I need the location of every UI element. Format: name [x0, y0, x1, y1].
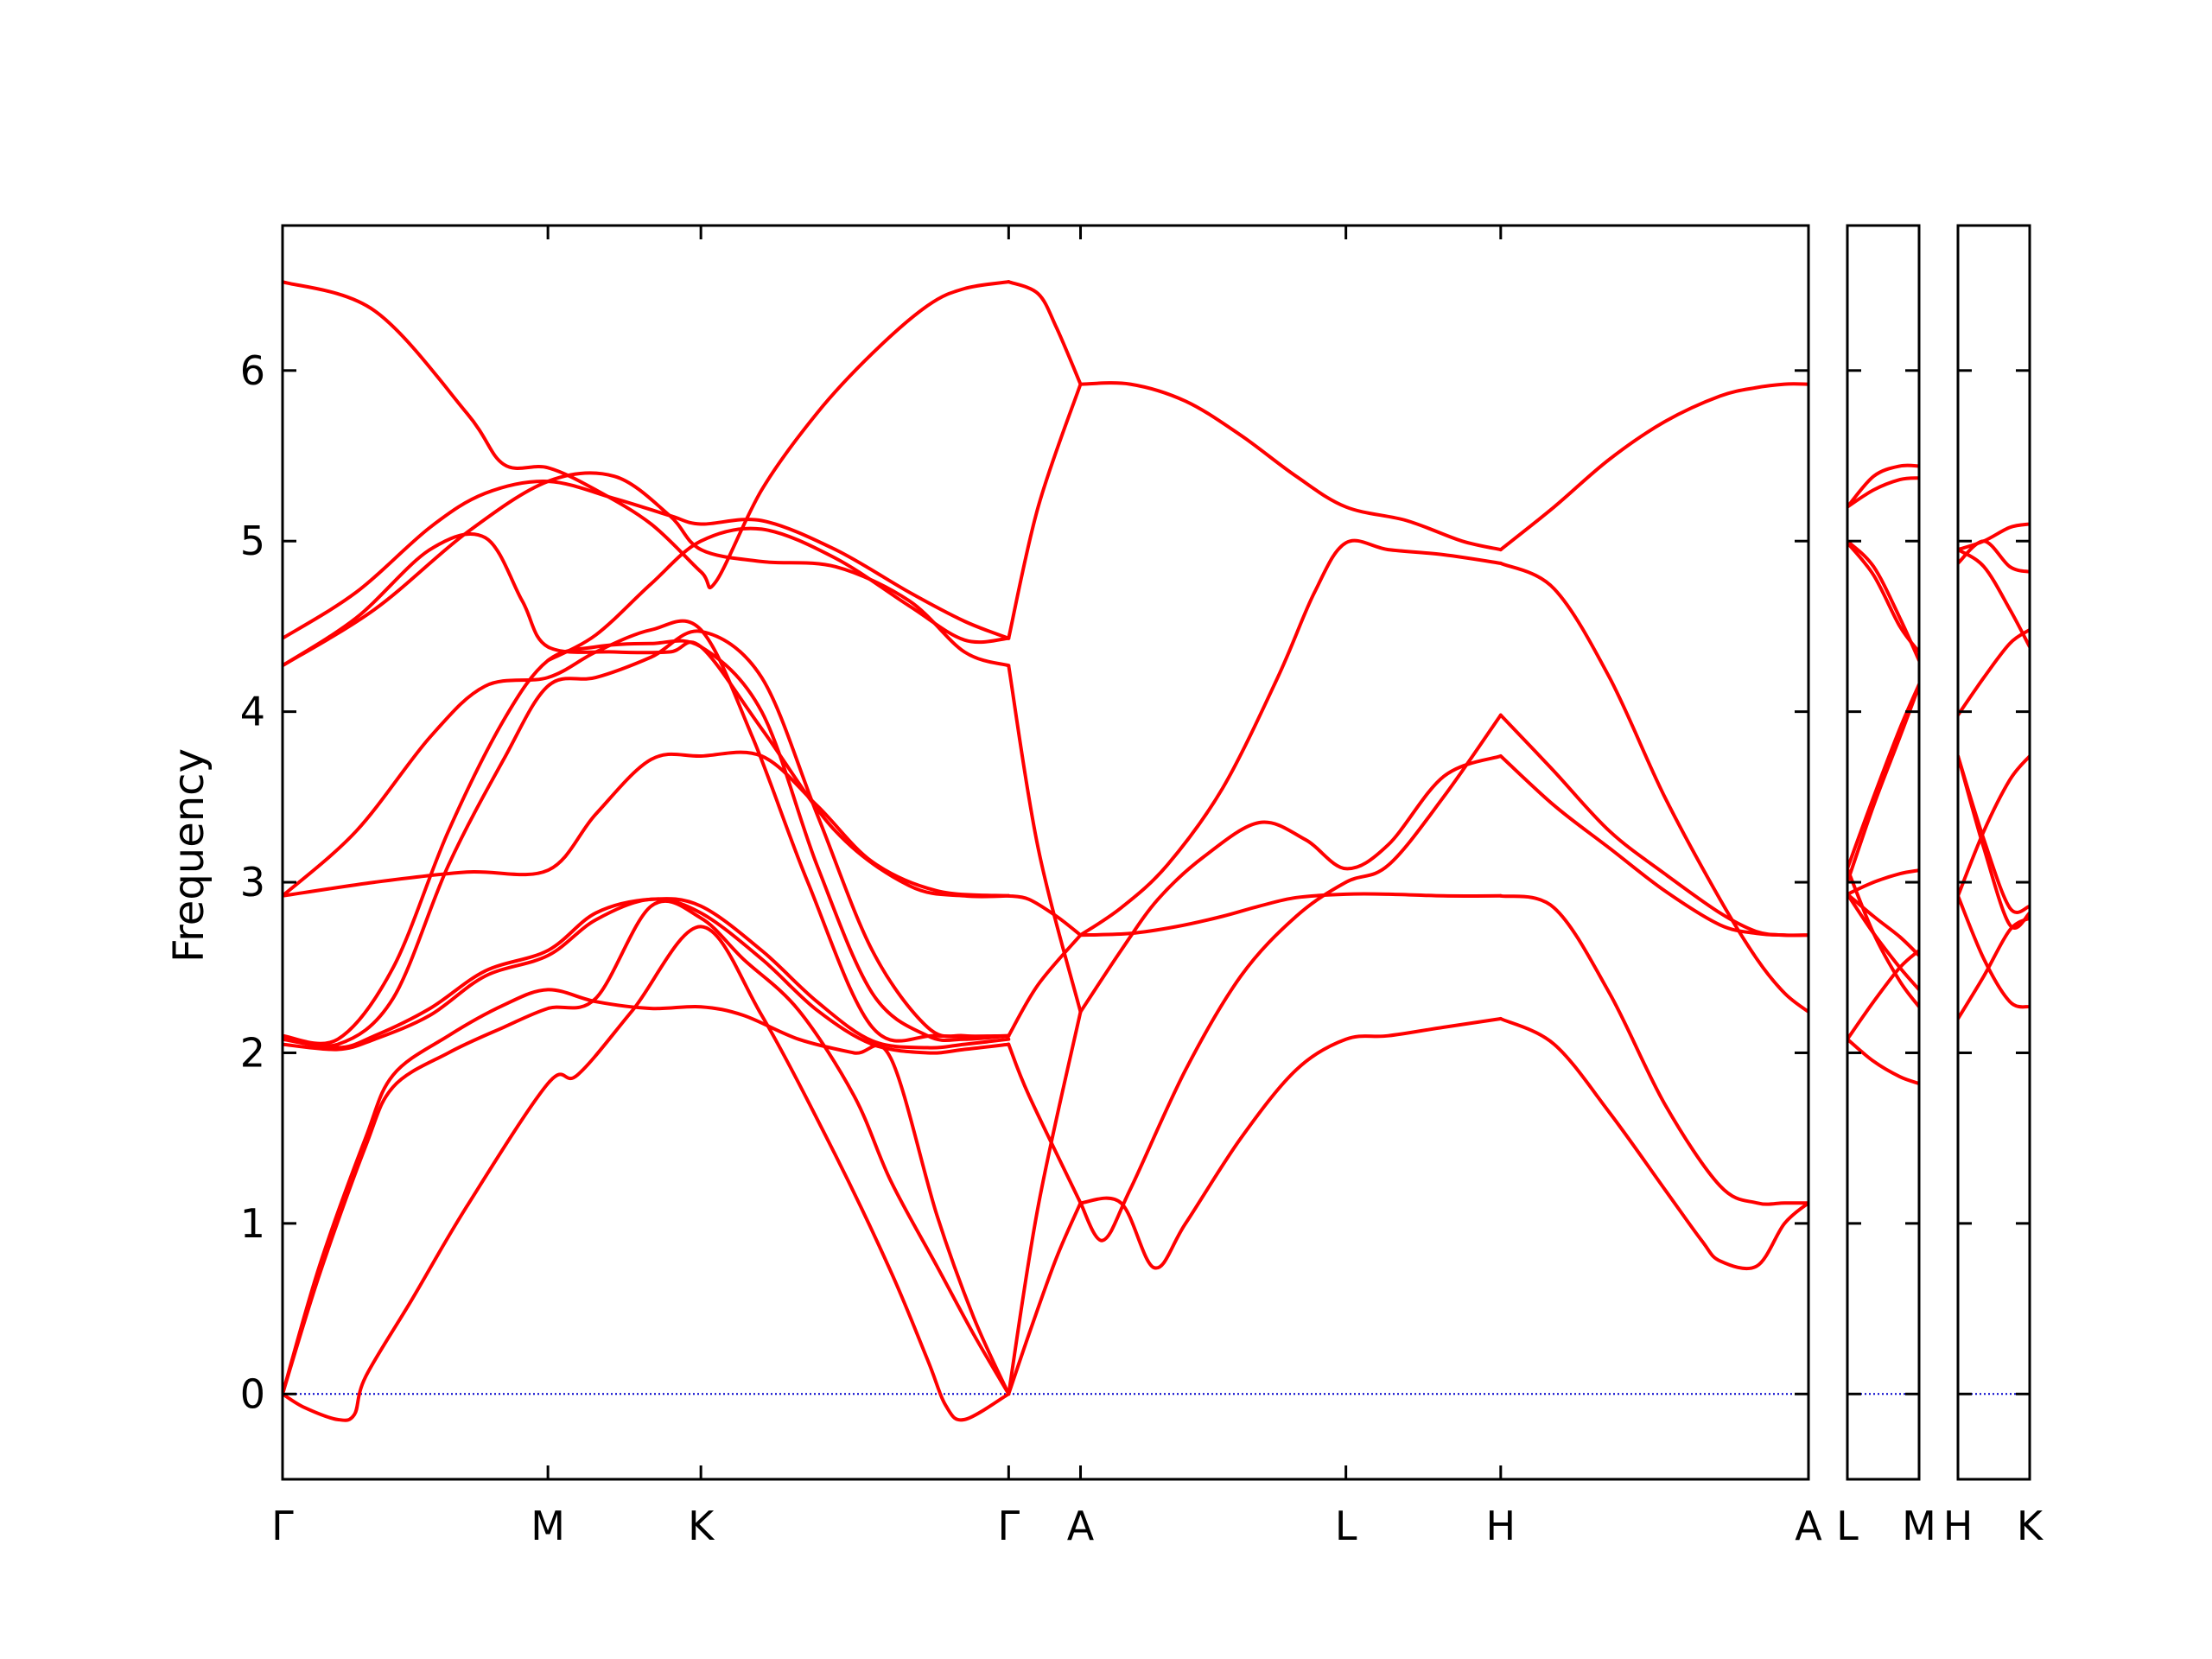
band-line-34 [1498, 382, 1808, 552]
band-line-6 [1958, 754, 2030, 898]
y-tick-label: 4 [240, 689, 265, 735]
band-line-7 [1847, 868, 1919, 896]
band-line-7 [1958, 893, 2030, 1009]
x-path-label: H [1486, 1503, 1516, 1549]
band-line-26 [1078, 892, 1503, 938]
band-line-4 [1958, 627, 2030, 717]
y-tick-label: 1 [240, 1200, 265, 1247]
band-line-12 [1847, 1037, 1919, 1085]
panel-1: 0 1 2 3 4 5 6 Γ M K Γ A L H A [240, 224, 1822, 1549]
band-line-16 [1007, 1010, 1083, 1396]
x-path-label: K [2017, 1503, 2044, 1549]
x-path-label: L [1335, 1503, 1357, 1549]
band-line-2 [1958, 539, 2030, 574]
band-line-9 [1958, 754, 2030, 914]
band-line-10 [283, 532, 1011, 899]
x-path-label: Γ [998, 1503, 1020, 1549]
band-line-20 [1007, 664, 1083, 1014]
band-line-25 [1078, 538, 1503, 938]
y-tick-label: 6 [240, 347, 265, 394]
band-line-33 [1498, 561, 1808, 1014]
band-line-8 [283, 619, 1011, 1043]
y-tick-label: 0 [240, 1370, 265, 1417]
band-line-19 [1007, 893, 1083, 938]
x-path-label: M [531, 1503, 565, 1549]
band-line-1 [1958, 522, 2030, 552]
y-tick-label: 2 [240, 1029, 265, 1076]
band-line-2 [1847, 476, 1919, 509]
band-line-12 [283, 280, 1011, 589]
x-path-label: Γ [271, 1503, 294, 1549]
x-path-label: M [1902, 1503, 1936, 1549]
band-line-24 [1078, 754, 1503, 1014]
band-line-3 [1958, 548, 2030, 649]
y-axis-label: Frequency [165, 748, 213, 963]
band-line-1 [283, 925, 1011, 1422]
panel-frame [1846, 224, 1921, 1481]
band-line-9 [1847, 892, 1919, 992]
band-line-17 [1007, 1042, 1083, 1205]
y-tick-label: 3 [240, 859, 265, 906]
x-path-label: A [1067, 1503, 1095, 1549]
y-tick-label: 5 [240, 518, 265, 564]
band-line-21 [1007, 382, 1083, 640]
band-line-7 [283, 639, 1011, 1046]
band-line-6 [283, 629, 1011, 1048]
band-line-10 [1847, 867, 1919, 1009]
band-line-5 [283, 897, 1011, 1050]
band-line-5 [1847, 683, 1919, 871]
band-line-2 [283, 899, 1011, 1396]
panel-frame [1956, 224, 2031, 1481]
band-line-3 [1847, 539, 1919, 663]
band-group [1958, 522, 2030, 1020]
band-line-11 [1847, 949, 1919, 1041]
band-line-8 [1847, 892, 1919, 957]
band-line-14 [546, 526, 1011, 663]
x-path-label: H [1943, 1503, 1974, 1549]
x-path-label: L [1836, 1503, 1859, 1549]
band-line-1 [1847, 463, 1919, 509]
band-line-15 [1007, 1201, 1083, 1396]
x-path-label: K [688, 1503, 715, 1549]
band-line-32 [1498, 713, 1808, 938]
band-group [1847, 463, 1919, 1085]
band-line-29 [1498, 1017, 1808, 1271]
band-line-22 [1007, 280, 1083, 386]
band-line-28 [1078, 713, 1503, 1243]
band-line-23 [1078, 1017, 1503, 1270]
band-line-9 [283, 750, 1011, 898]
x-path-label: A [1795, 1503, 1822, 1549]
band-group [283, 280, 1808, 1422]
band-line-8 [1958, 916, 2030, 1020]
panel-frame [281, 224, 1810, 1481]
band-line-27 [1078, 381, 1503, 552]
band-line-3 [283, 988, 1011, 1396]
band-line-5 [1958, 754, 2030, 930]
band-line-6 [1847, 684, 1919, 884]
band-line-13 [283, 471, 1011, 668]
band-line-11 [283, 480, 1011, 640]
band-line-18 [1007, 933, 1083, 1038]
band-line-31 [1498, 754, 1808, 938]
band-line-4 [1847, 541, 1919, 654]
band-line-30 [1498, 893, 1808, 1206]
